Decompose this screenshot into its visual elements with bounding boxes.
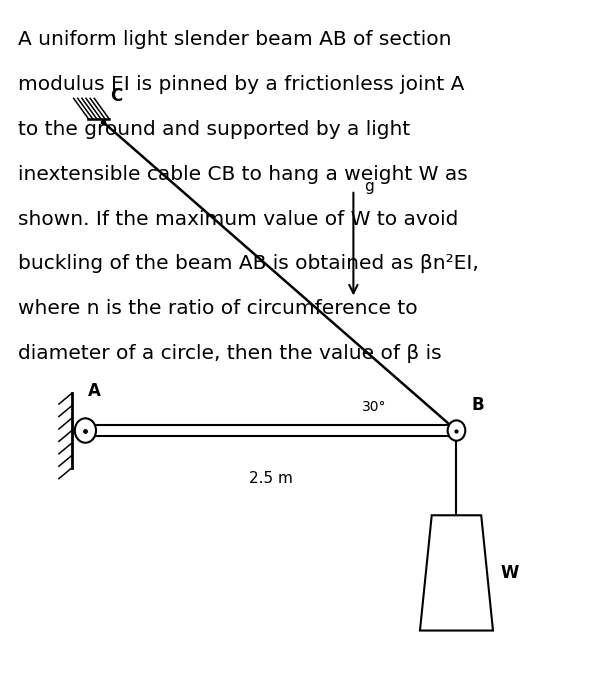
Text: C: C bbox=[110, 87, 123, 105]
Text: 30°: 30° bbox=[362, 399, 386, 414]
Text: A uniform light slender beam AB of section: A uniform light slender beam AB of secti… bbox=[18, 30, 451, 49]
Text: W: W bbox=[500, 564, 518, 582]
Text: A: A bbox=[88, 382, 101, 400]
Text: buckling of the beam AB is obtained as βn²EI,: buckling of the beam AB is obtained as β… bbox=[18, 254, 478, 273]
Polygon shape bbox=[420, 515, 493, 631]
Text: shown. If the maximum value of W to avoid: shown. If the maximum value of W to avoi… bbox=[18, 210, 458, 228]
Text: diameter of a circle, then the value of β is: diameter of a circle, then the value of … bbox=[18, 344, 441, 363]
Text: g: g bbox=[364, 179, 374, 194]
Circle shape bbox=[75, 418, 96, 443]
Text: B: B bbox=[471, 395, 484, 414]
Circle shape bbox=[448, 420, 465, 441]
Text: where n is the ratio of circumference to: where n is the ratio of circumference to bbox=[18, 300, 417, 319]
Text: modulus EI is pinned by a frictionless joint A: modulus EI is pinned by a frictionless j… bbox=[18, 75, 464, 94]
Text: 2.5 m: 2.5 m bbox=[249, 471, 293, 486]
Text: to the ground and supported by a light: to the ground and supported by a light bbox=[18, 120, 410, 139]
Text: inextensible cable CB to hang a weight W as: inextensible cable CB to hang a weight W… bbox=[18, 165, 468, 184]
